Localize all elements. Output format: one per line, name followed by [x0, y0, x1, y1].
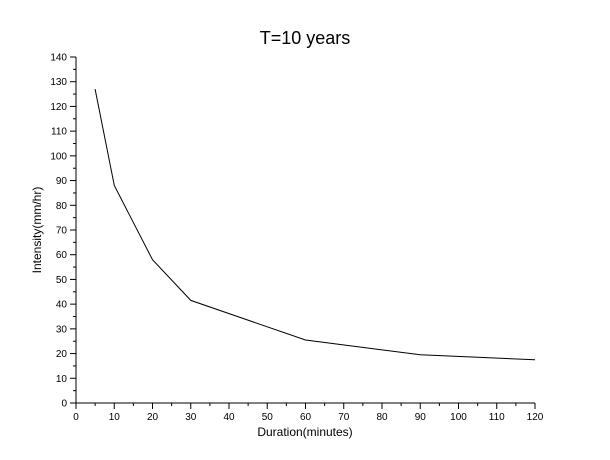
x-tick-label: 80 [376, 412, 388, 423]
x-tick-label: 110 [489, 412, 505, 423]
y-tick-label: 90 [56, 176, 68, 187]
y-tick-label: 0 [61, 399, 67, 410]
y-tick-label: 40 [56, 300, 68, 311]
x-tick-label: 40 [223, 412, 235, 423]
y-axis-label: Intensity(mm/hr) [30, 187, 44, 274]
x-tick-label: 100 [450, 412, 467, 423]
y-tick-label: 20 [56, 349, 68, 360]
y-tick-label: 140 [50, 53, 67, 64]
x-tick-label: 50 [262, 412, 274, 423]
y-axis-ticks: 0 10 20 30 40 50 60 70 80 90 100 110 120 130 140 [50, 53, 76, 410]
y-tick-label: 30 [56, 324, 68, 335]
x-tick-label: 10 [109, 412, 121, 423]
y-tick-label: 10 [56, 374, 68, 385]
x-tick-label: 90 [415, 412, 427, 423]
y-tick-label: 70 [56, 226, 68, 237]
chart-title: T=10 years [260, 28, 351, 48]
x-tick-label: 60 [300, 412, 312, 423]
y-tick-label: 110 [51, 127, 67, 138]
x-tick-label: 120 [527, 412, 544, 423]
y-tick-label: 120 [50, 102, 67, 113]
axes [75, 57, 535, 404]
x-tick-label: 0 [73, 412, 79, 423]
y-tick-label: 60 [56, 250, 68, 261]
x-axis-ticks: 0 10 20 30 40 50 60 70 80 90 100 110 120 [73, 403, 544, 423]
x-tick-label: 70 [338, 412, 350, 423]
y-tick-label: 50 [56, 275, 68, 286]
series-group [94, 89, 536, 361]
y-tick-label: 100 [50, 151, 67, 162]
x-axis-label: Duration(minutes) [257, 425, 352, 439]
y-tick-label: 80 [56, 201, 68, 212]
y-tick-label: 130 [50, 77, 67, 88]
x-tick-label: 30 [185, 412, 197, 423]
x-tick-label: 20 [147, 412, 159, 423]
intensity-duration-line [94, 89, 536, 361]
